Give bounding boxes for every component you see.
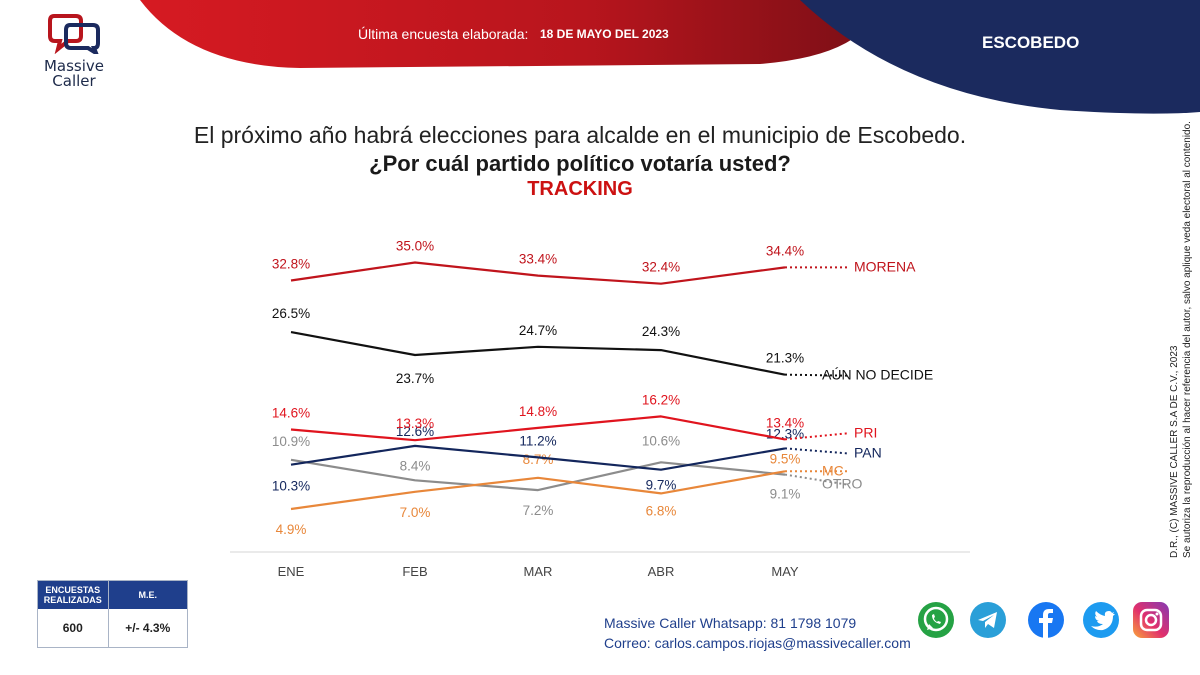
data-label-a-n-no-decide-feb: 23.7% xyxy=(396,371,434,386)
data-label-morena-may: 34.4% xyxy=(766,243,804,258)
tracking-title: TRACKING xyxy=(527,178,633,200)
x-tick-label-abr: ABR xyxy=(648,564,675,579)
series-name-pan: PAN xyxy=(854,444,882,460)
data-label-morena-ene: 32.8% xyxy=(272,256,310,271)
stats-margin-value: +/- 4.3% xyxy=(125,621,171,635)
email-contact: Correo: carlos.campos.riojas@massivecall… xyxy=(604,633,911,653)
data-label-a-n-no-decide-ene: 26.5% xyxy=(272,306,310,321)
series-name-morena: MORENA xyxy=(854,258,916,274)
series-leader-pan xyxy=(784,447,848,455)
x-tick-label-mar: MAR xyxy=(524,564,553,579)
email-label: Correo: xyxy=(604,635,651,651)
copyright-note: D.R., (C) MASSIVE CALLER S.A DE C.V., 20… xyxy=(1168,88,1194,558)
data-label-pan-abr: 9.7% xyxy=(646,478,677,493)
series-leader-a-n-no-decide xyxy=(784,373,848,377)
question-line2: ¿Por cuál partido político votaría usted… xyxy=(369,151,791,176)
series-line-pan xyxy=(290,444,786,471)
stats-surveys-value: 600 xyxy=(38,609,109,647)
data-label-pri-ene: 14.6% xyxy=(272,406,310,421)
x-tick-label-feb: FEB xyxy=(402,564,427,579)
data-label-mc-ene: 4.9% xyxy=(276,522,307,537)
data-label-otro-may: 9.1% xyxy=(770,487,801,502)
series-leader-otro xyxy=(784,473,848,486)
series-line-pri xyxy=(290,415,786,442)
data-label-pri-may: 13.4% xyxy=(766,415,804,430)
instagram-icon[interactable] xyxy=(1132,601,1170,639)
data-label-pan-feb: 12.6% xyxy=(396,424,434,439)
contact-info: Massive Caller Whatsapp: 81 1798 1079 Co… xyxy=(604,613,911,653)
series-name-otro: OTRO xyxy=(822,476,863,492)
data-label-mc-abr: 6.8% xyxy=(646,503,677,518)
copyright-line1: D.R., (C) MASSIVE CALLER S.A DE C.V., 20… xyxy=(1169,345,1180,559)
data-label-otro-abr: 10.6% xyxy=(642,433,680,448)
copyright-line2: Se autoriza la reproducción al hacer ref… xyxy=(1182,121,1193,558)
whatsapp-contact: Massive Caller Whatsapp: 81 1798 1079 xyxy=(604,615,857,631)
facebook-icon[interactable] xyxy=(1027,601,1065,639)
logo-text-line1: Massive xyxy=(43,57,105,75)
survey-label: Última encuesta elaborada: xyxy=(358,26,529,42)
data-label-morena-feb: 35.0% xyxy=(396,238,434,253)
data-label-pri-abr: 16.2% xyxy=(642,392,680,407)
data-label-a-n-no-decide-abr: 24.3% xyxy=(642,324,680,339)
stats-header-margin: M.E. xyxy=(138,590,158,600)
logo-icon xyxy=(48,14,101,58)
data-label-otro-ene: 10.9% xyxy=(272,434,310,449)
stats-header-row: ENCUESTAS REALIZADAS M.E. xyxy=(38,581,187,609)
telegram-icon[interactable] xyxy=(969,601,1007,639)
stats-value-row: 600 +/- 4.3% xyxy=(38,609,187,647)
data-label-a-n-no-decide-mar: 24.7% xyxy=(519,323,557,338)
x-tick-label-ene: ENE xyxy=(278,564,305,579)
logo: Massive Caller xyxy=(34,12,114,89)
data-label-otro-feb: 8.4% xyxy=(400,458,431,473)
data-label-a-n-no-decide-may: 21.3% xyxy=(766,351,804,366)
x-tick-label-may: MAY xyxy=(771,564,799,579)
email-address[interactable]: carlos.campos.riojas@massivecaller.com xyxy=(654,635,911,651)
data-label-morena-abr: 32.4% xyxy=(642,260,680,275)
data-label-mc-feb: 7.0% xyxy=(400,505,431,520)
logo-text-line2: Caller xyxy=(52,72,96,90)
series-name-mc: MC xyxy=(822,462,844,478)
question-line1: El próximo año habrá elecciones para alc… xyxy=(193,122,967,148)
series-line-a-n-no-decide xyxy=(290,331,786,376)
series-leader-pri xyxy=(784,432,848,441)
city-name: ESCOBEDO xyxy=(982,33,1080,52)
series-line-otro xyxy=(290,458,786,492)
data-label-pri-mar: 14.8% xyxy=(519,404,557,419)
stats-header-surveys: ENCUESTAS REALIZADAS xyxy=(38,581,109,609)
data-label-pan-ene: 10.3% xyxy=(272,479,310,494)
series-line-morena xyxy=(290,261,786,285)
data-label-pan-mar: 11.2% xyxy=(519,433,556,448)
whatsapp-icon[interactable] xyxy=(917,601,955,639)
data-label-otro-mar: 7.2% xyxy=(523,503,554,518)
survey-stats-table: ENCUESTAS REALIZADAS M.E. 600 +/- 4.3% xyxy=(37,580,188,648)
data-label-pri-feb: 13.3% xyxy=(396,416,434,431)
series-line-mc xyxy=(290,470,786,511)
data-label-morena-mar: 33.4% xyxy=(519,252,557,267)
series-name-pri: PRI xyxy=(854,424,877,440)
series-name-a-n-no-decide: AÚN NO DECIDE xyxy=(822,367,933,383)
tracking-line-chart: ENE FEB MAR ABR MAY OTRO 10.9% 8.4% 7.2% 10.6% 9.1… xyxy=(230,238,970,579)
data-label-mc-may: 9.5% xyxy=(770,451,801,466)
twitter-icon[interactable] xyxy=(1082,601,1120,639)
survey-date: 18 DE MAYO DEL 2023 xyxy=(540,27,669,41)
